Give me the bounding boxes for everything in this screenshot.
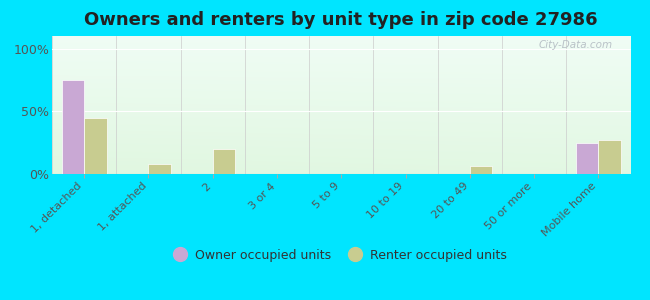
Bar bbox=[84, 118, 107, 174]
Bar bbox=[213, 149, 235, 174]
Text: City-Data.com: City-Data.com bbox=[539, 40, 613, 50]
Bar bbox=[148, 164, 171, 174]
Bar bbox=[62, 80, 84, 174]
Bar bbox=[599, 140, 621, 174]
Title: Owners and renters by unit type in zip code 27986: Owners and renters by unit type in zip c… bbox=[84, 11, 598, 29]
Legend: Owner occupied units, Renter occupied units: Owner occupied units, Renter occupied un… bbox=[170, 244, 512, 267]
Bar bbox=[576, 142, 599, 174]
Bar bbox=[470, 167, 492, 174]
